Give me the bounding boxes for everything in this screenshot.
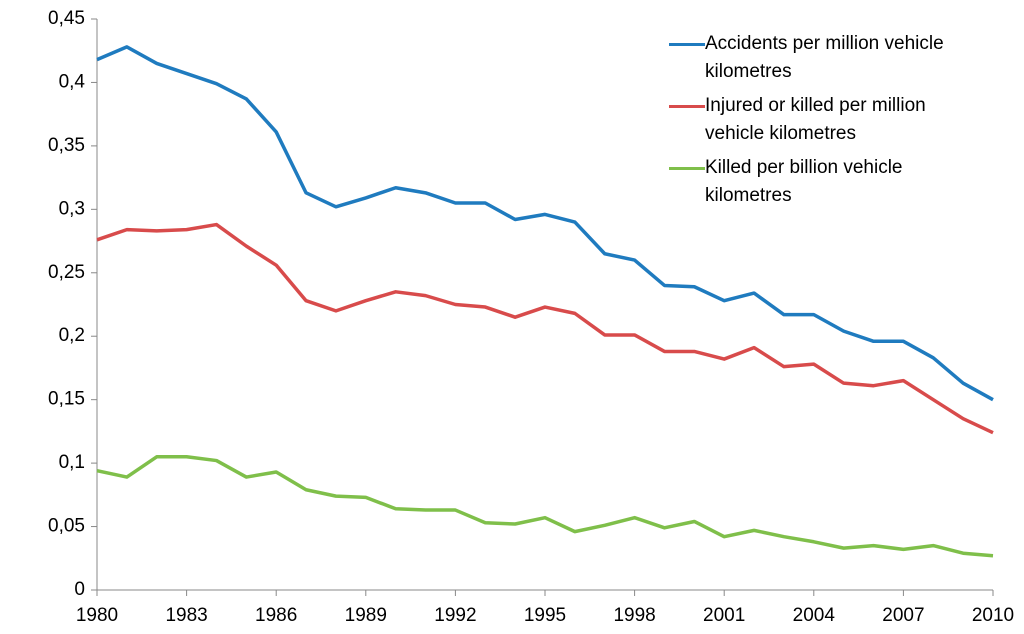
legend-swatch xyxy=(669,105,705,108)
y-tick-label: 0,1 xyxy=(59,452,85,473)
x-tick-label: 1983 xyxy=(165,605,207,626)
legend-item: Accidents per million vehicle kilometres xyxy=(665,30,985,86)
y-tick-label: 0,45 xyxy=(48,8,85,29)
x-tick-label: 2001 xyxy=(703,605,745,626)
y-tick-label: 0,4 xyxy=(59,71,86,92)
legend-swatch xyxy=(669,43,705,46)
x-tick-label: 2010 xyxy=(972,605,1014,626)
y-tick-label: 0,15 xyxy=(48,389,85,410)
legend-item: Killed per billion vehicle kilometres xyxy=(665,154,985,210)
x-tick-label: 1980 xyxy=(76,605,118,626)
x-tick-label: 1998 xyxy=(613,605,655,626)
legend: Accidents per million vehicle kilometres… xyxy=(665,30,985,216)
x-tick-label: 2007 xyxy=(882,605,924,626)
legend-label: Injured or killed per million vehicle ki… xyxy=(705,95,926,144)
y-tick-label: 0,2 xyxy=(59,325,85,346)
legend-label: Killed per billion vehicle kilometres xyxy=(705,157,903,206)
series-line xyxy=(96,45,994,402)
x-tick-label: 1986 xyxy=(255,605,297,626)
x-tick-label: 2004 xyxy=(793,605,836,626)
x-tick-label: 1995 xyxy=(524,605,566,626)
legend-item: Injured or killed per million vehicle ki… xyxy=(665,92,985,148)
y-tick-label: 0,25 xyxy=(48,262,85,283)
y-tick-label: 0,3 xyxy=(59,198,85,219)
x-tick-label: 1992 xyxy=(434,605,476,626)
series-line xyxy=(96,222,994,435)
y-tick-label: 0,35 xyxy=(48,135,85,156)
y-tick-label: 0 xyxy=(74,579,85,600)
series-line xyxy=(96,455,994,558)
x-tick-label: 1989 xyxy=(345,605,387,626)
y-tick-label: 0,05 xyxy=(48,516,85,537)
legend-label: Accidents per million vehicle kilometres xyxy=(705,33,944,82)
legend-swatch xyxy=(669,167,705,170)
